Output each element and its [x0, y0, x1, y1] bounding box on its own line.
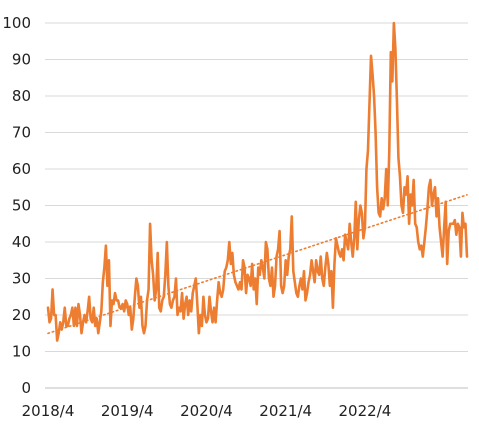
- y-tick-label: 40: [12, 233, 31, 251]
- x-tick-label: 2019/4: [101, 402, 154, 420]
- y-tick-label: 10: [12, 343, 31, 361]
- series-line: [46, 21, 469, 342]
- x-tick-label: 2018/4: [22, 402, 75, 420]
- trend-line: [47, 194, 468, 335]
- y-tick-label: 90: [12, 51, 31, 69]
- y-tick-label: 70: [12, 124, 31, 142]
- y-axis-tick-labels: 0 10 20 30 40 50 60 70 80 90 100: [2, 14, 31, 397]
- y-tick-label: 100: [2, 14, 31, 32]
- y-tick-label: 30: [12, 270, 31, 288]
- x-axis-tick-labels: 2018/4 2019/4 2020/4 2021/4 2022/4: [22, 402, 392, 420]
- y-tick-label: 0: [21, 379, 31, 397]
- y-tick-label: 80: [12, 87, 31, 105]
- y-tick-label: 50: [12, 197, 31, 215]
- gridlines: [45, 22, 468, 352]
- x-tick-label: 2021/4: [259, 402, 312, 420]
- x-tick-label: 2020/4: [180, 402, 233, 420]
- y-tick-label: 20: [12, 306, 31, 324]
- x-tick-label: 2022/4: [339, 402, 392, 420]
- y-tick-label: 60: [12, 160, 31, 178]
